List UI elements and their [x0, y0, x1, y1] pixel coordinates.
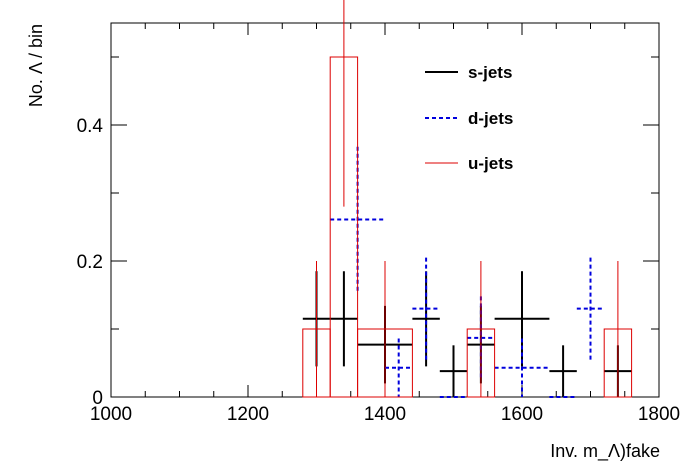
series-group [302, 0, 633, 398]
legend: s-jets d-jets u-jets [425, 63, 513, 173]
y-tick-label: 0.4 [77, 116, 104, 137]
x-tick-label: 1000 [90, 404, 132, 425]
y-tick-label: 0.2 [77, 252, 103, 273]
y-tick-label: 0 [92, 388, 103, 409]
x-axis-title: Inv. m_Λ)fake [550, 441, 660, 462]
y-axis-title: No. Λ / bin [26, 24, 46, 107]
axis-ticks: 1000 1200 1400 1600 1800 0 0.2 0.4 [77, 23, 680, 425]
legend-label: d-jets [468, 109, 513, 128]
legend-label: s-jets [468, 63, 512, 82]
x-tick-label: 1600 [501, 404, 543, 425]
x-tick-label: 1800 [638, 404, 680, 425]
x-tick-label: 1400 [364, 404, 406, 425]
legend-label: u-jets [468, 154, 513, 173]
x-tick-label: 1200 [227, 404, 269, 425]
series-u-jets [302, 0, 633, 398]
